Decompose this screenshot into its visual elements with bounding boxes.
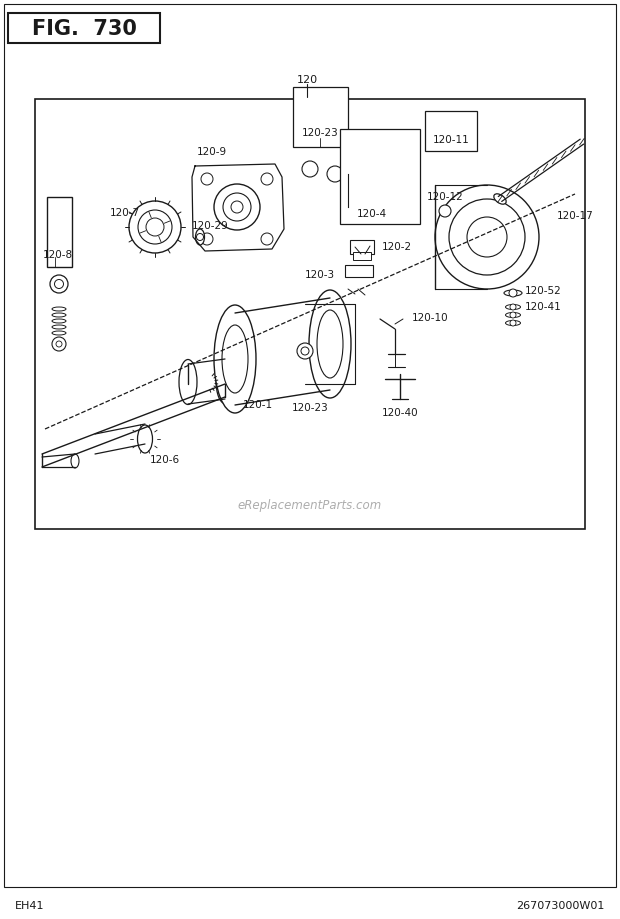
Ellipse shape: [52, 320, 66, 323]
Ellipse shape: [195, 230, 205, 245]
Ellipse shape: [71, 455, 79, 469]
Circle shape: [56, 342, 62, 347]
Circle shape: [327, 167, 343, 183]
Ellipse shape: [505, 305, 521, 311]
Ellipse shape: [52, 332, 66, 335]
Bar: [293, 88, 348, 148]
Text: 120: 120: [296, 75, 317, 85]
Text: 120-23: 120-23: [291, 403, 329, 413]
Text: 120-1: 120-1: [243, 400, 273, 410]
Text: 120-8: 120-8: [43, 250, 73, 260]
Text: 120-52: 120-52: [525, 286, 562, 296]
Circle shape: [129, 202, 181, 254]
Ellipse shape: [505, 313, 521, 318]
Bar: [47, 198, 72, 267]
Circle shape: [231, 202, 243, 214]
Ellipse shape: [179, 360, 197, 405]
Circle shape: [146, 219, 164, 237]
Circle shape: [50, 276, 68, 294]
Text: 120-4: 120-4: [357, 209, 387, 219]
Circle shape: [52, 337, 66, 352]
Bar: [350, 241, 374, 255]
Ellipse shape: [222, 325, 248, 393]
Ellipse shape: [216, 359, 234, 404]
Text: 120-23: 120-23: [301, 128, 339, 138]
Text: 120-41: 120-41: [525, 301, 562, 312]
Bar: [345, 266, 373, 278]
Circle shape: [297, 344, 313, 359]
Text: eReplacementParts.com: eReplacementParts.com: [238, 498, 382, 511]
Ellipse shape: [317, 311, 343, 379]
Ellipse shape: [214, 306, 256, 414]
Circle shape: [201, 174, 213, 186]
Ellipse shape: [309, 290, 351, 399]
Circle shape: [197, 234, 203, 241]
Circle shape: [223, 194, 251, 221]
Bar: [340, 130, 420, 225]
Text: 120-2: 120-2: [382, 242, 412, 252]
Circle shape: [510, 312, 516, 319]
Text: 120-17: 120-17: [557, 210, 594, 221]
Ellipse shape: [504, 290, 522, 297]
Circle shape: [138, 210, 172, 244]
Text: 120-7: 120-7: [110, 208, 140, 218]
Circle shape: [301, 347, 309, 356]
Text: 120-11: 120-11: [433, 135, 469, 145]
Circle shape: [509, 289, 517, 298]
Ellipse shape: [138, 425, 153, 453]
Bar: [425, 112, 477, 152]
Text: 120-40: 120-40: [382, 407, 419, 417]
Circle shape: [201, 233, 213, 245]
Ellipse shape: [52, 325, 66, 330]
Circle shape: [449, 199, 525, 276]
Circle shape: [261, 174, 273, 186]
Circle shape: [214, 185, 260, 231]
Circle shape: [439, 206, 451, 218]
Text: 120-12: 120-12: [427, 192, 463, 202]
Ellipse shape: [505, 321, 521, 326]
Circle shape: [261, 233, 273, 245]
Bar: [353, 253, 371, 261]
Ellipse shape: [494, 195, 506, 205]
Text: EH41: EH41: [15, 900, 45, 910]
Circle shape: [55, 280, 63, 289]
Bar: [8, 14, 160, 44]
Text: 120-10: 120-10: [412, 312, 449, 323]
Circle shape: [510, 321, 516, 326]
Circle shape: [435, 186, 539, 289]
Text: 120-29: 120-29: [192, 221, 228, 231]
Circle shape: [467, 218, 507, 257]
Text: 120-3: 120-3: [305, 269, 335, 279]
Text: FIG.  730: FIG. 730: [32, 19, 136, 39]
Bar: [35, 100, 585, 529]
Text: 120-9: 120-9: [197, 147, 227, 157]
Circle shape: [510, 305, 516, 311]
Ellipse shape: [52, 313, 66, 318]
Ellipse shape: [52, 308, 66, 312]
Circle shape: [302, 162, 318, 177]
Text: 120-6: 120-6: [150, 455, 180, 464]
Text: 267073000W01: 267073000W01: [516, 900, 605, 910]
